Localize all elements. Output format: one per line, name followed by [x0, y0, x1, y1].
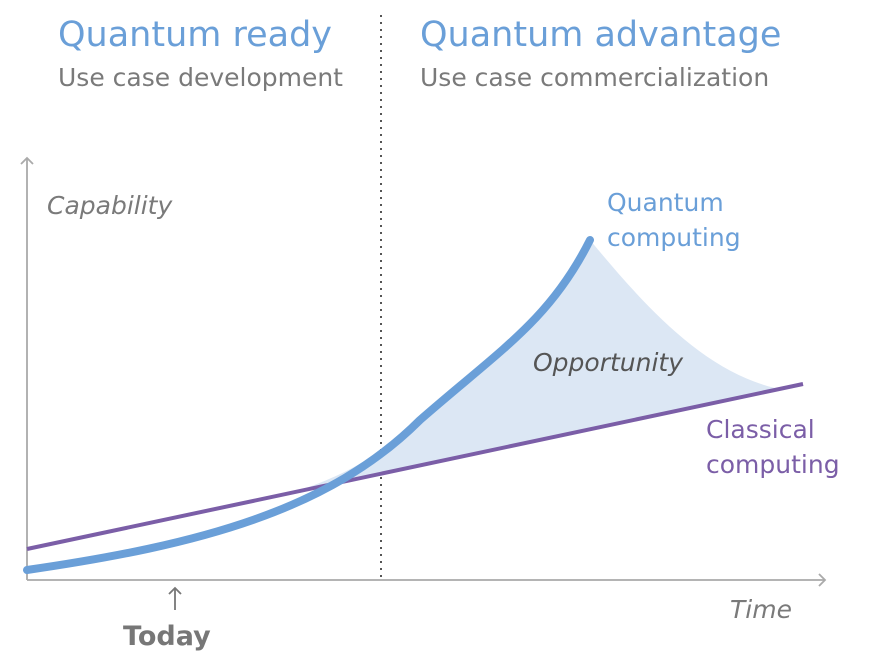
opportunity-area [300, 240, 803, 490]
y-axis-label: Capability [47, 191, 173, 220]
classical-label: computing [706, 450, 840, 479]
today-label: Today [123, 621, 211, 652]
quantum-curve [23, 236, 594, 574]
left-title: Quantum ready [58, 15, 332, 55]
right-title: Quantum advantage [420, 15, 781, 55]
quantum-label: Quantum [607, 188, 724, 217]
x-axis-label: Time [730, 595, 792, 624]
opportunity-label: Opportunity [533, 348, 684, 377]
quantum-label: computing [607, 223, 741, 252]
right-subtitle: Use case commercialization [420, 63, 769, 92]
left-subtitle: Use case development [58, 63, 343, 92]
classical-line [26, 382, 804, 551]
classical-label: Classical [706, 415, 815, 444]
